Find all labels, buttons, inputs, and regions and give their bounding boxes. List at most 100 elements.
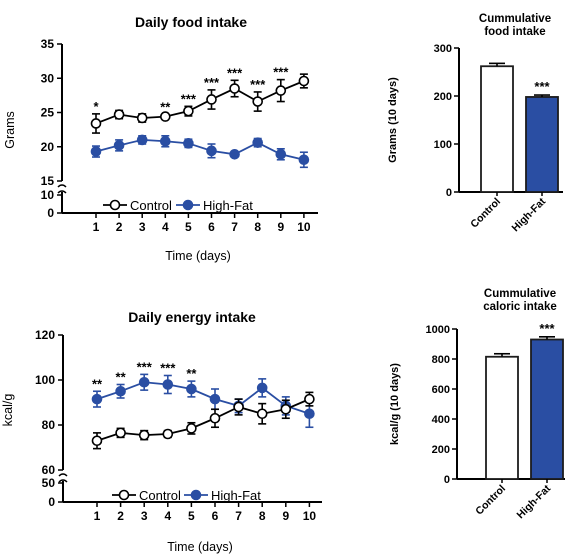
significance-marker: *** xyxy=(227,65,243,80)
x-tick-label: 9 xyxy=(282,509,289,523)
significance-marker: *** xyxy=(250,77,266,92)
series-line-high-fat xyxy=(95,138,305,161)
y-tick-label: 0 xyxy=(48,495,55,509)
chart-title: caloric intake xyxy=(483,301,557,313)
data-point-control xyxy=(91,435,103,447)
x-tick-label: 10 xyxy=(303,509,317,523)
data-point-high-fat xyxy=(304,408,315,420)
chart-title: Cummulative xyxy=(484,288,556,300)
y-tick-label: 600 xyxy=(432,384,450,396)
significance-marker: ** xyxy=(160,100,171,115)
data-point-control xyxy=(90,118,102,129)
x-tick-label: 3 xyxy=(141,509,148,523)
line-chart-food-daily xyxy=(57,43,318,218)
x-tick-label: Control xyxy=(468,196,503,231)
chart-title: Daily energy intake xyxy=(128,309,256,325)
axis-break-mark xyxy=(58,473,68,477)
legend-marker-high-fat xyxy=(190,489,202,501)
bar-chart-food-cumulative xyxy=(454,47,563,196)
data-point-control xyxy=(298,75,310,87)
data-point-high-fat xyxy=(115,385,126,397)
significance-marker: * xyxy=(93,99,99,114)
data-point-control xyxy=(113,109,125,120)
chart-title: Cummulative xyxy=(479,13,551,25)
data-point-high-fat xyxy=(256,382,268,394)
data-point-high-fat xyxy=(206,145,217,157)
data-point-high-fat xyxy=(91,393,103,405)
data-point-high-fat xyxy=(138,376,150,388)
x-tick-label: 1 xyxy=(94,509,101,523)
data-point-high-fat xyxy=(252,137,264,148)
x-tick-label: 5 xyxy=(185,220,192,234)
data-point-control xyxy=(233,401,244,413)
y-tick-label: 120 xyxy=(35,328,55,342)
data-point-high-fat xyxy=(298,154,310,166)
data-point-high-fat xyxy=(229,148,240,160)
axis-break-mark xyxy=(58,479,68,483)
x-tick-label: 6 xyxy=(212,509,219,523)
bar-chart-energy-cumulative xyxy=(452,328,565,483)
y-tick-label: 10 xyxy=(41,188,55,202)
significance-marker: *** xyxy=(160,361,176,376)
data-point-control xyxy=(275,85,287,96)
x-tick-label: 6 xyxy=(208,220,215,234)
data-point-control xyxy=(162,428,174,440)
data-point-control xyxy=(256,408,268,420)
y-tick-label: 20 xyxy=(41,140,55,154)
data-point-control xyxy=(186,423,197,434)
y-tick-label: 200 xyxy=(434,91,452,103)
data-point-high-fat xyxy=(136,134,148,146)
data-point-high-fat xyxy=(186,383,197,395)
x-tick-label: 7 xyxy=(231,220,238,234)
line-chart-energy-daily xyxy=(58,334,322,507)
data-point-control xyxy=(183,105,194,117)
x-tick-label: 8 xyxy=(259,509,266,523)
data-point-control xyxy=(229,83,240,94)
significance-marker: *** xyxy=(273,65,289,80)
y-tick-label: 50 xyxy=(42,476,56,490)
data-point-high-fat xyxy=(275,148,287,160)
data-point-high-fat xyxy=(160,135,171,147)
legend-label-high-fat: High-Fat xyxy=(211,488,261,503)
x-tick-label: 3 xyxy=(139,220,146,234)
x-axis-label: Time (days) xyxy=(165,249,231,263)
significance-marker: ** xyxy=(186,366,197,381)
y-tick-label: 200 xyxy=(432,444,450,456)
y-axis-label: Grams xyxy=(3,111,17,149)
y-tick-label: 300 xyxy=(434,43,452,55)
x-tick-label: 4 xyxy=(164,509,171,523)
series-line-control xyxy=(95,80,305,125)
data-point-control xyxy=(115,427,126,439)
data-point-control xyxy=(209,412,221,424)
data-point-control xyxy=(136,112,148,124)
significance-marker: *** xyxy=(137,359,153,374)
y-tick-label: 800 xyxy=(432,354,450,366)
x-tick-label: High-Fat xyxy=(510,195,549,234)
x-tick-label: High-Fat xyxy=(515,482,554,521)
x-tick-label: 1 xyxy=(93,220,100,234)
data-point-control xyxy=(160,111,171,122)
y-tick-label: 1000 xyxy=(426,324,450,336)
series-line-control xyxy=(96,398,310,442)
y-axis-label: kcal/g (10 days) xyxy=(389,363,401,445)
data-point-high-fat xyxy=(162,379,174,390)
legend-marker-high-fat xyxy=(182,199,194,211)
bar-control xyxy=(485,355,519,480)
significance-marker: ** xyxy=(116,370,127,385)
data-point-control xyxy=(206,94,217,105)
y-tick-label: 0 xyxy=(47,206,54,220)
legend-label-control: Control xyxy=(139,488,181,503)
legend-label-control: Control xyxy=(130,198,172,213)
y-tick-label: 100 xyxy=(434,139,452,151)
y-tick-label: 80 xyxy=(42,418,56,432)
y-tick-label: 60 xyxy=(42,463,56,477)
chart-title: Daily food intake xyxy=(135,14,247,30)
x-tick-label: Control xyxy=(473,483,508,518)
significance-marker: *** xyxy=(181,91,197,106)
y-tick-label: 400 xyxy=(432,414,450,426)
significance-marker: *** xyxy=(204,75,220,90)
y-tick-label: 0 xyxy=(446,187,452,199)
data-point-high-fat xyxy=(183,138,194,149)
data-point-high-fat xyxy=(113,140,125,151)
x-tick-label: 2 xyxy=(116,220,123,234)
